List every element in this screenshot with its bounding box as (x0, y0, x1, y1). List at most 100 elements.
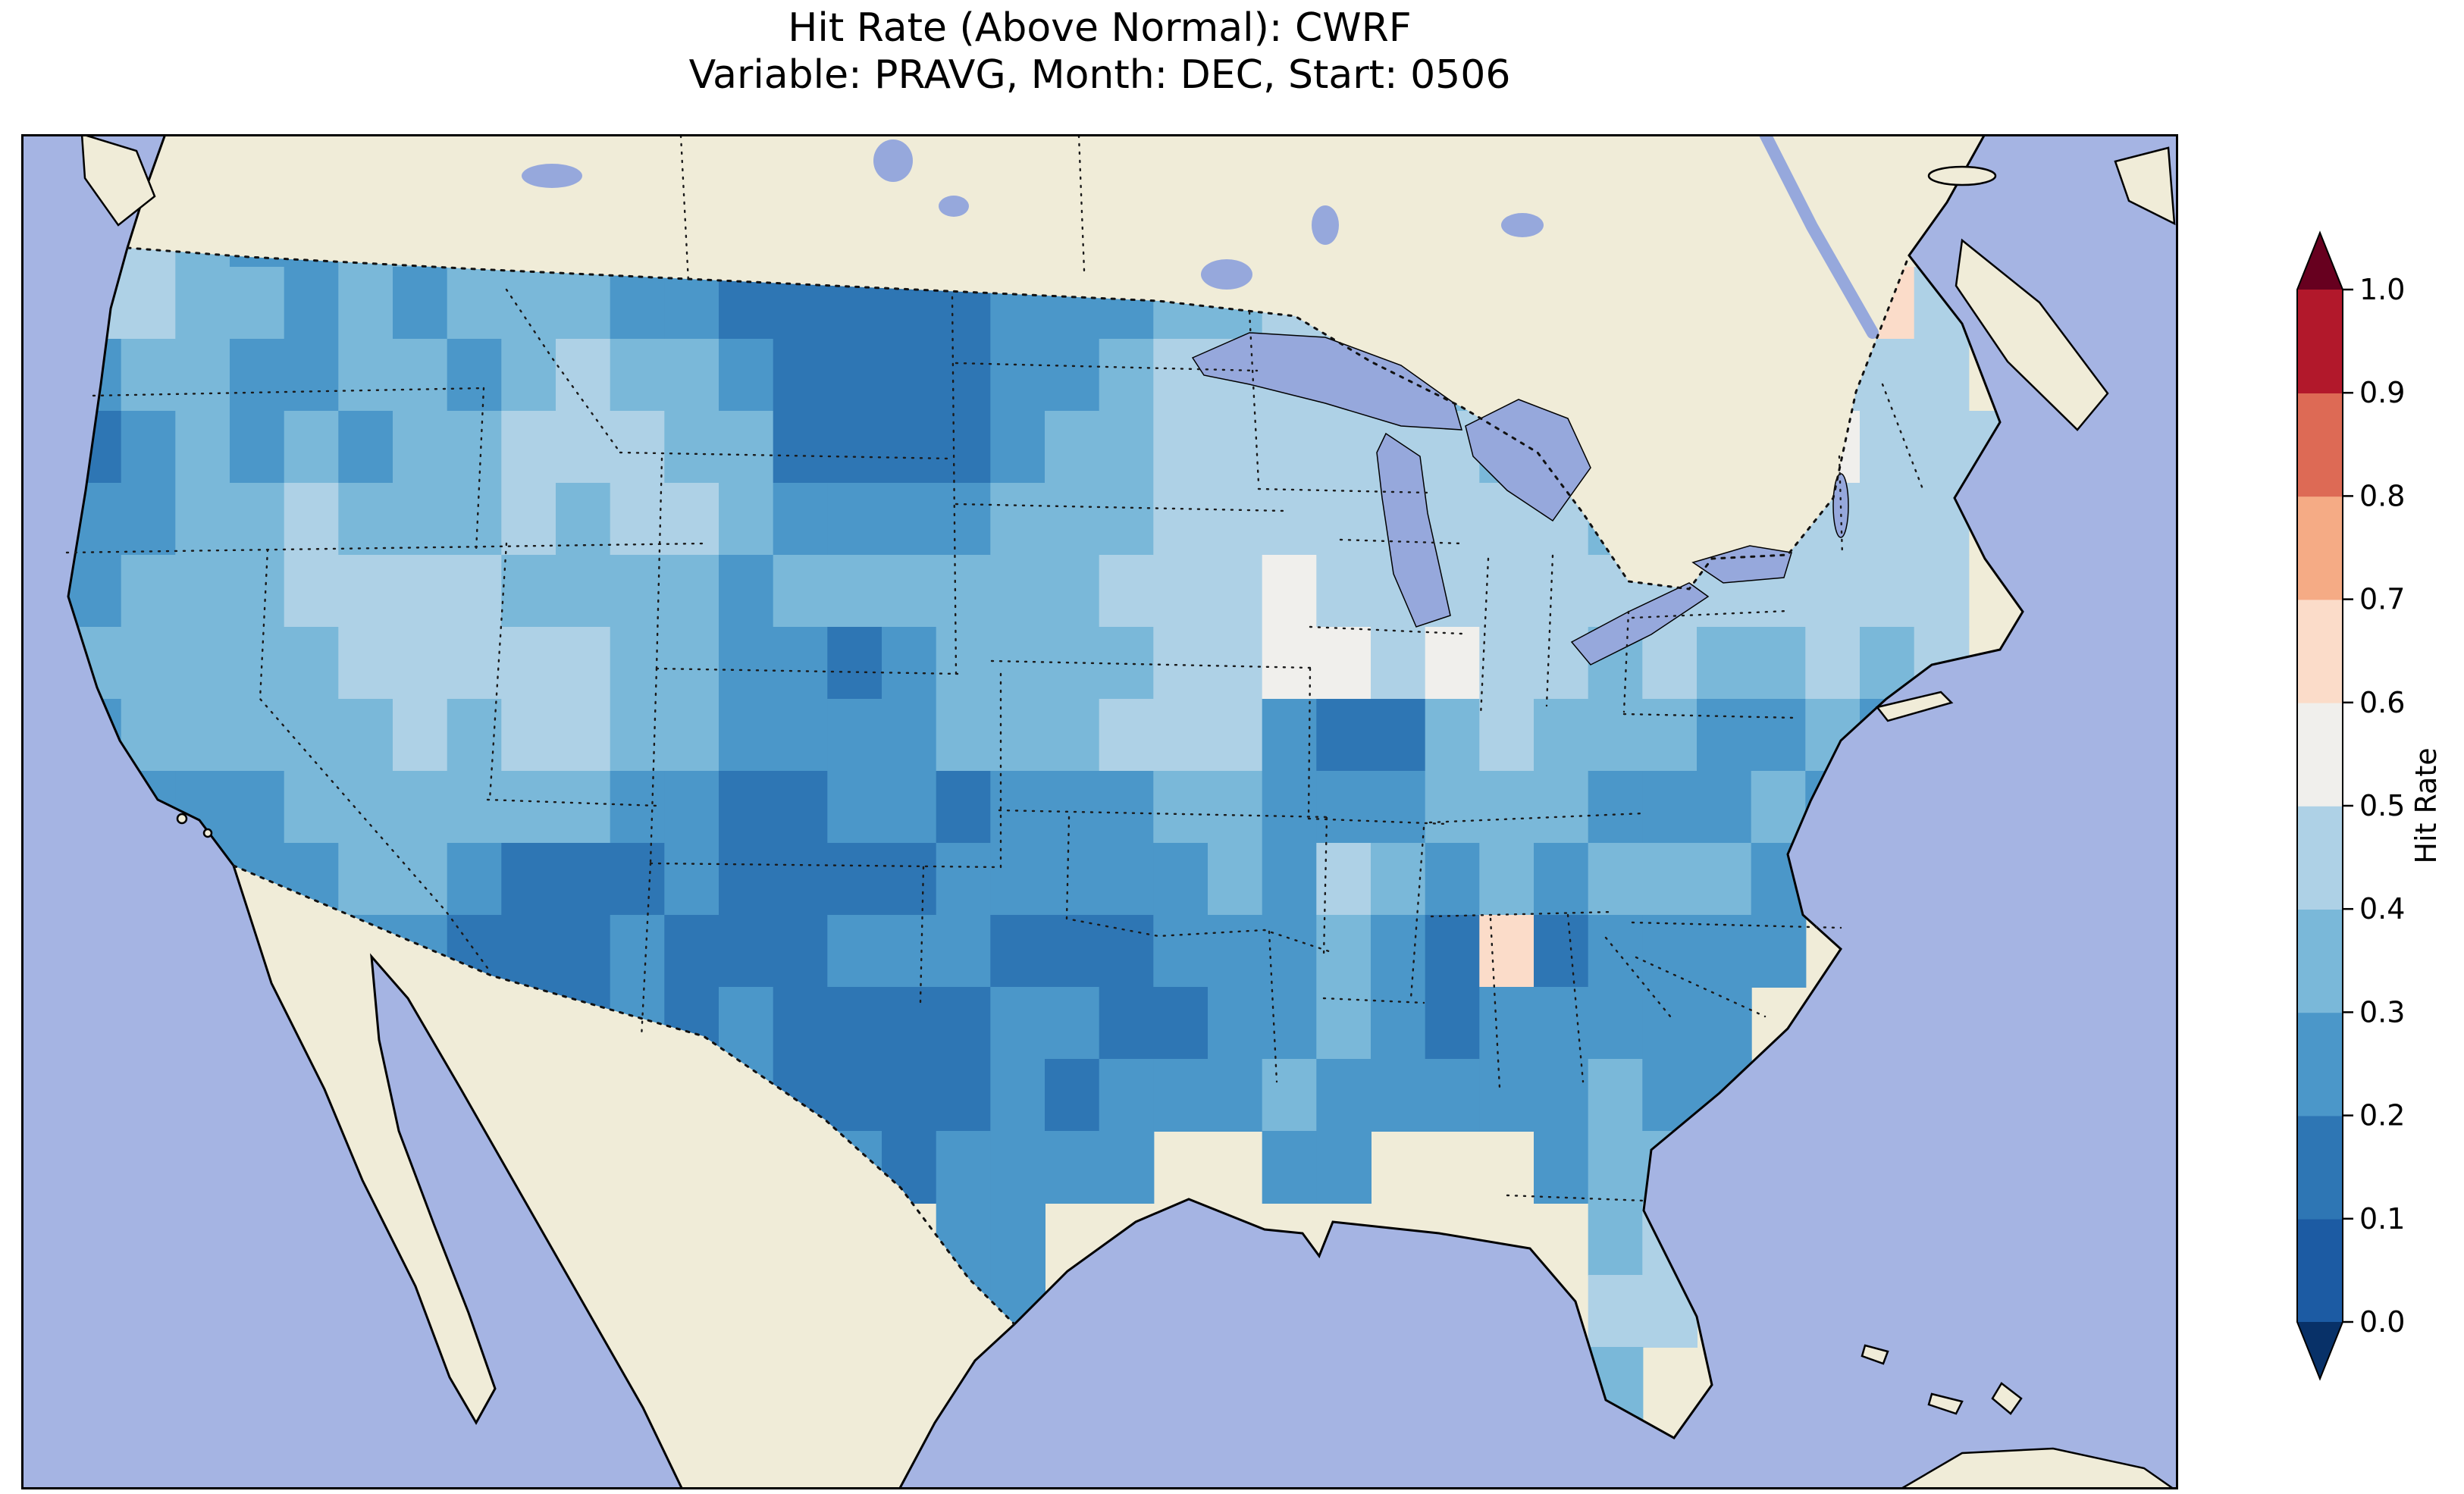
grid-cell (393, 771, 448, 844)
grid-cell (990, 555, 1045, 628)
grid-cell (827, 339, 882, 412)
grid-cell (1534, 1059, 1589, 1132)
grid-cell (882, 915, 937, 988)
grid-cell (1534, 915, 1589, 988)
grid-cell (664, 699, 719, 772)
grid-cell (1642, 915, 1698, 988)
grid-cell (1642, 699, 1698, 772)
colorbar-over-arrow (2297, 233, 2343, 290)
grid-cell (393, 555, 448, 628)
grid-cell (990, 627, 1045, 700)
grid-cell (175, 483, 230, 556)
grid-cell (1534, 1131, 1589, 1204)
grid-cell (338, 267, 393, 340)
grid-cell (1642, 987, 1698, 1060)
grid-cell (1860, 555, 1915, 628)
grid-cell (1588, 699, 1644, 772)
grid-cell (1534, 771, 1589, 844)
grid-cell (610, 267, 666, 340)
colorbar-segment (2297, 599, 2343, 703)
grid-cell (990, 987, 1045, 1060)
grid-cell (284, 339, 340, 412)
grid-cell (284, 627, 340, 700)
grid-cell (1045, 411, 1100, 484)
grid-cell (1099, 987, 1155, 1060)
grid-cell (393, 267, 448, 340)
grid-cell (936, 843, 992, 916)
grid-cell (338, 771, 393, 844)
grid-cell (1697, 915, 1752, 988)
grid-cell (1045, 1059, 1100, 1132)
great-lakes (1191, 332, 1849, 666)
colorbar-label: Hit Rate (2409, 747, 2443, 863)
grid-cell (230, 411, 285, 484)
grid-cell (393, 627, 448, 700)
grid-cell (175, 699, 230, 772)
grid-cell (1642, 843, 1698, 916)
grid-cell (1914, 411, 1970, 484)
grid-cell (719, 987, 774, 1060)
colorbar-segment (2297, 496, 2343, 600)
grid-cell (1262, 915, 1318, 988)
grid-cell (501, 411, 556, 484)
grid-cell (719, 843, 774, 916)
grid-cell (1479, 987, 1535, 1060)
grid-cell (1045, 987, 1100, 1060)
grid-cell (1262, 627, 1318, 700)
grid-cell (284, 771, 340, 844)
grid-cell (1316, 771, 1372, 844)
grid-cell (338, 843, 393, 916)
grid-cell (1099, 1059, 1155, 1132)
colorbar-tick-label: 0.2 (2359, 1099, 2405, 1132)
grid-cell (990, 915, 1045, 988)
colorbar-body: 0.0 0.1 0.2 0.3 0.4 0.5 0.6 0.7 0.8 0.9 1.0 (2296, 230, 2405, 1381)
grid-cell (936, 771, 992, 844)
grid-cell (1371, 627, 1426, 700)
grid-cell (121, 339, 177, 412)
grid-cell (1425, 1059, 1481, 1132)
grid-cell (936, 555, 992, 628)
grid-cell (664, 555, 719, 628)
grid-cell (393, 699, 448, 772)
grid-cell (664, 843, 719, 916)
international-borders (126, 246, 1911, 1326)
bahamas-island (1991, 1382, 2023, 1415)
grid-cell (1045, 843, 1100, 916)
grid-cell (1316, 555, 1372, 628)
grid-cell (936, 339, 992, 412)
grid-cell (1153, 627, 1208, 700)
grid-cell (1425, 771, 1481, 844)
grid-cell (1262, 555, 1318, 628)
grid-cell (827, 915, 882, 988)
grid-cell (501, 843, 556, 916)
grid-cell (556, 771, 611, 844)
lake-michigan (1376, 432, 1451, 628)
grid-cell (1045, 771, 1100, 844)
grid-cell (1208, 987, 1263, 1060)
grid-cell (284, 699, 340, 772)
grid-cell (1153, 843, 1208, 916)
grid-cell (1534, 843, 1589, 916)
grid-cell (501, 483, 556, 556)
grid-cell (1588, 915, 1644, 988)
lake-superior (1191, 332, 1463, 431)
grid-cell (1914, 339, 1970, 412)
colorbar-tick-label: 0.1 (2359, 1202, 2405, 1236)
grid-cell (990, 1203, 1045, 1276)
grid-cell (827, 987, 882, 1060)
grid-cell (1534, 555, 1589, 628)
grid-cell (719, 915, 774, 988)
grid-cell (1153, 771, 1208, 844)
grid-cell (338, 339, 393, 412)
us-canada-border (126, 246, 1911, 590)
grid-cell (827, 771, 882, 844)
newfoundland-corner (2114, 146, 2176, 226)
grid-cell (1153, 411, 1208, 484)
grid-cell (121, 627, 177, 700)
grid-cell (284, 411, 340, 484)
cuba (1898, 1447, 2177, 1489)
grid-cell (1262, 1131, 1318, 1204)
grid-cell (338, 411, 393, 484)
grid-cell (1479, 915, 1535, 988)
bahamas-island (1927, 1392, 1964, 1415)
